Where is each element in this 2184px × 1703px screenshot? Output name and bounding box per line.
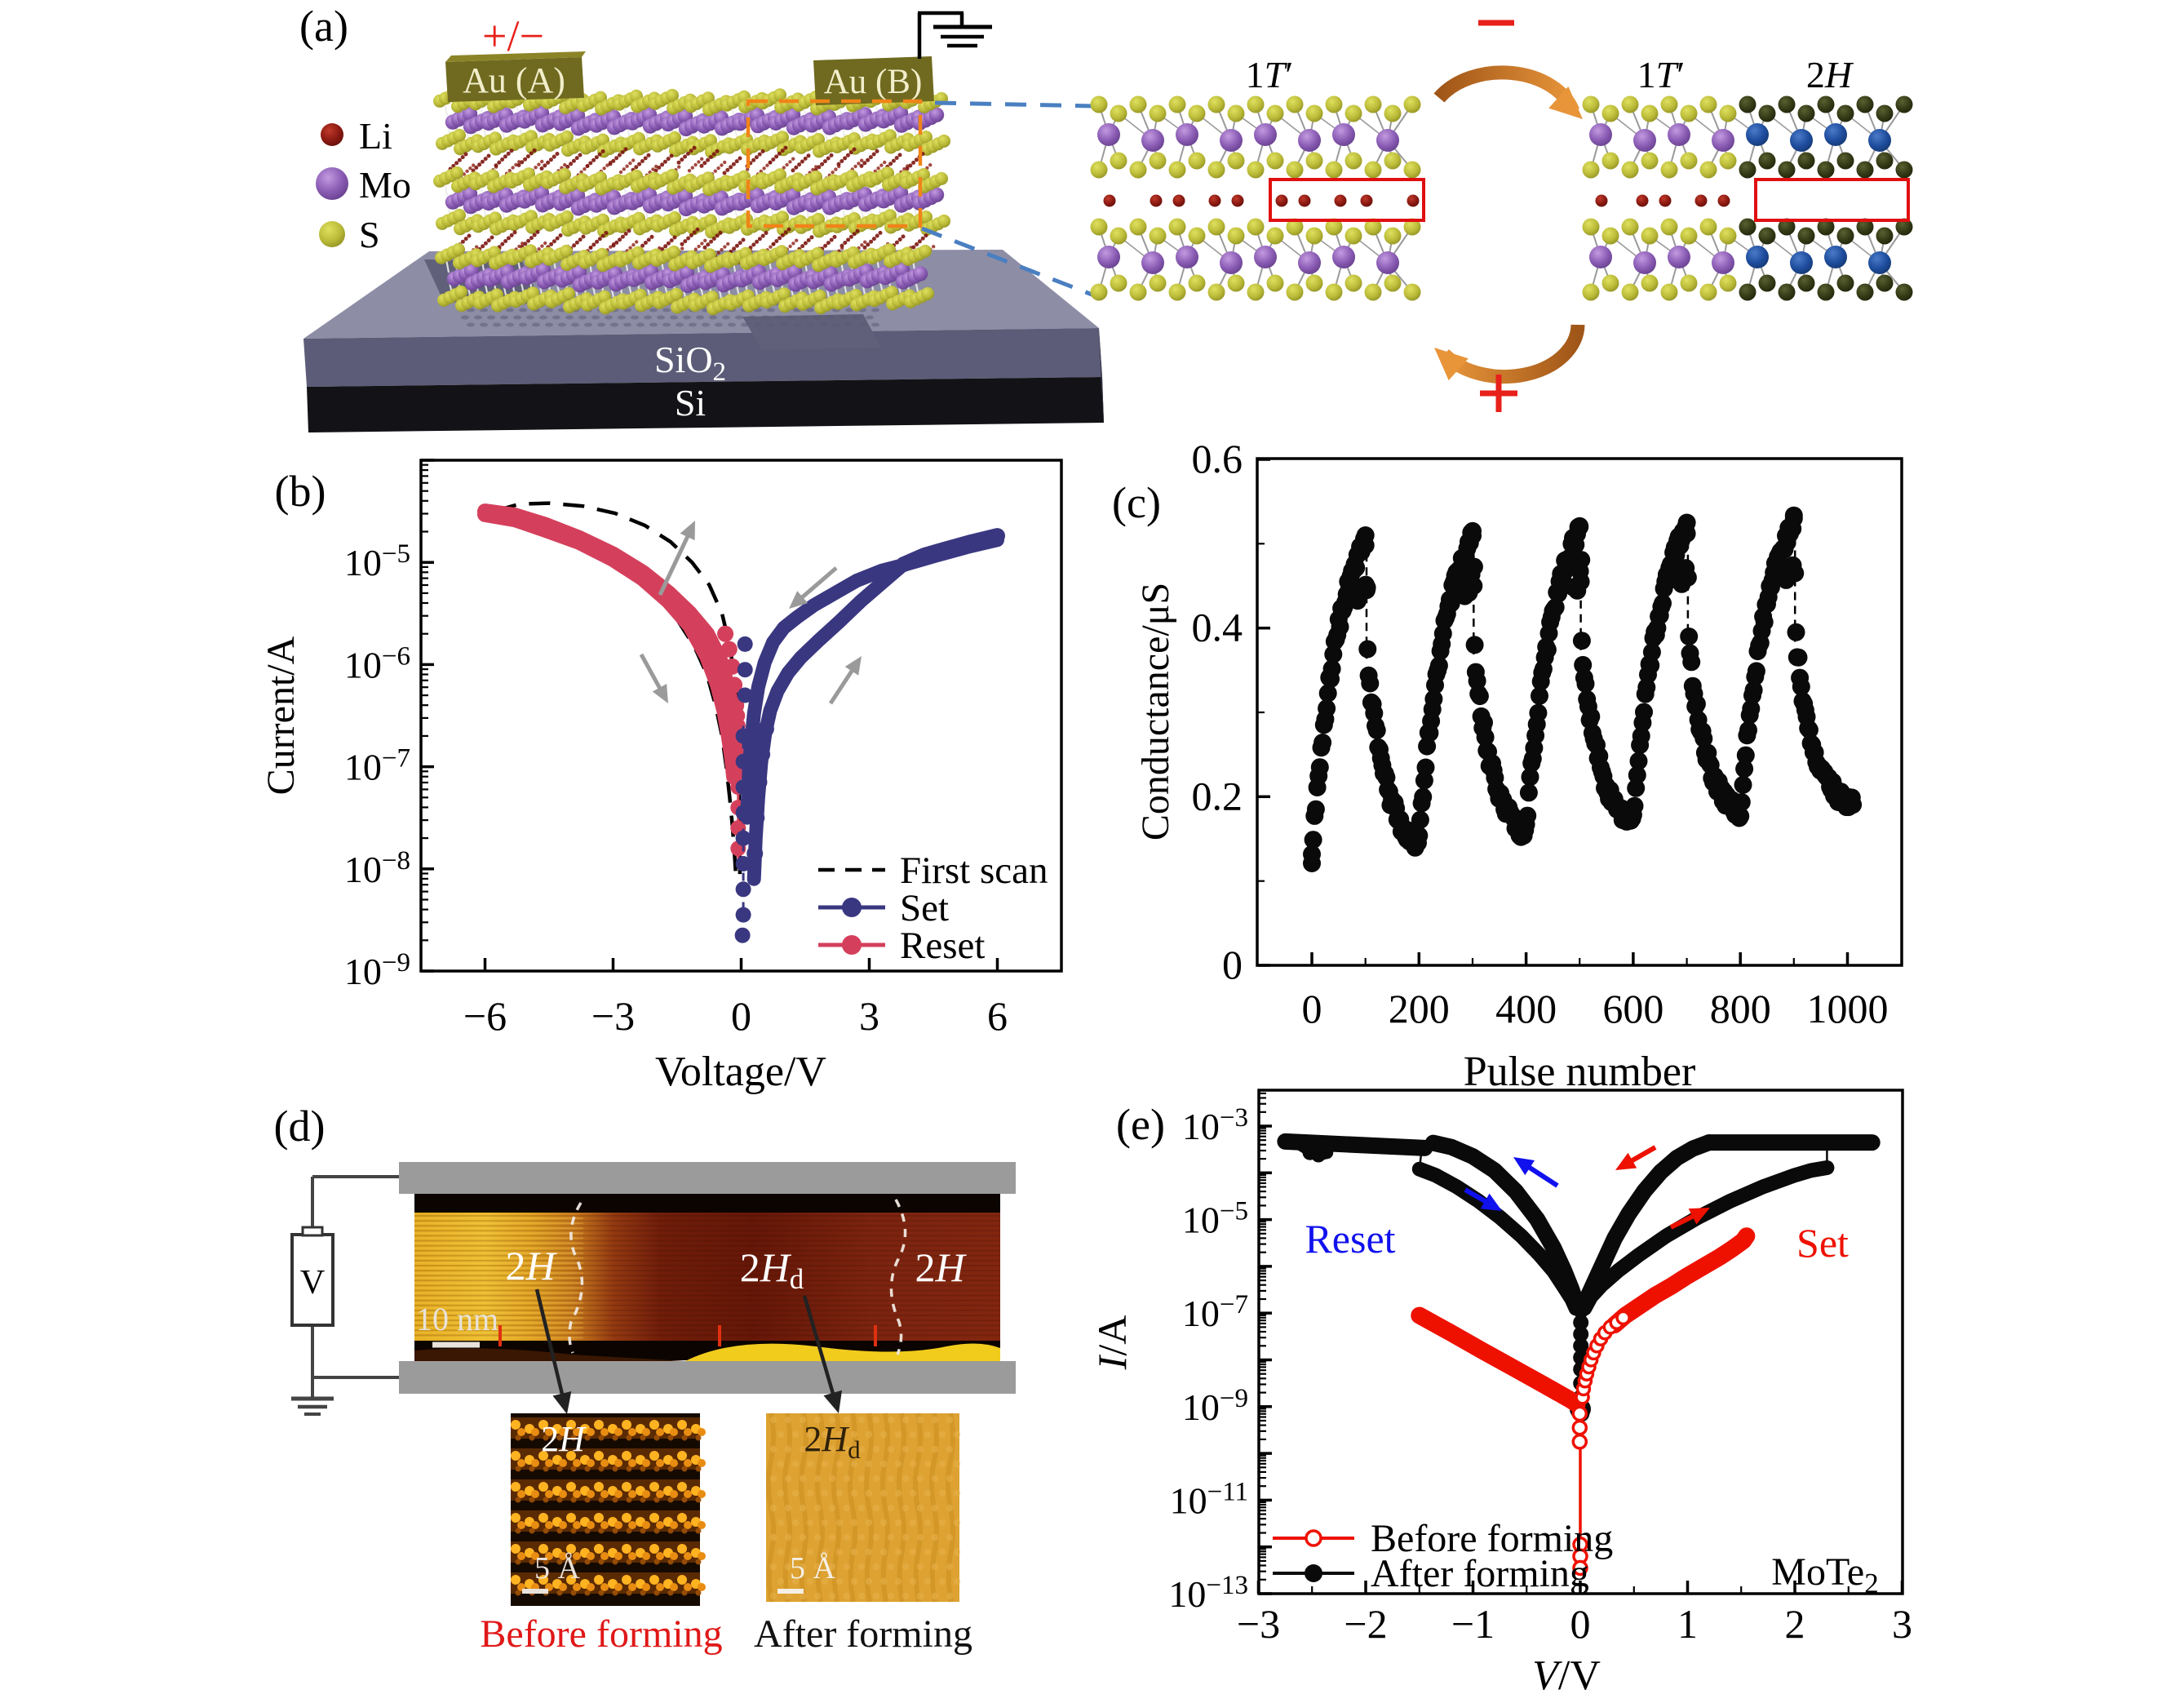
svg-text:−3: −3: [1237, 1601, 1280, 1647]
svg-text:400: 400: [1495, 986, 1557, 1031]
svg-text:Before forming: Before forming: [480, 1612, 722, 1656]
svg-text:10 nm: 10 nm: [416, 1301, 498, 1337]
svg-text:Current/A: Current/A: [259, 636, 303, 795]
svg-text:Set: Set: [1796, 1220, 1849, 1266]
svg-text:Mo: Mo: [359, 164, 411, 206]
svg-text:(d): (d): [274, 1102, 326, 1151]
svg-text:V/V: V/V: [1532, 1652, 1601, 1699]
svg-text:2: 2: [1785, 1601, 1805, 1647]
svg-text:1000: 1000: [1807, 986, 1889, 1031]
svg-text:1T′: 1T′: [1246, 54, 1294, 95]
svg-text:V: V: [300, 1264, 325, 1302]
svg-text:600: 600: [1602, 986, 1663, 1031]
svg-text:2H: 2H: [1806, 54, 1854, 95]
svg-text:200: 200: [1389, 986, 1450, 1031]
svg-text:0: 0: [1302, 986, 1322, 1031]
svg-text:Before forming: Before forming: [1371, 1517, 1613, 1560]
svg-text:First scan: First scan: [900, 849, 1048, 892]
svg-text:0: 0: [731, 993, 751, 1039]
svg-text:Conductance/μS: Conductance/μS: [1134, 583, 1177, 840]
svg-text:(e): (e): [1116, 1100, 1165, 1149]
svg-text:2H: 2H: [915, 1244, 967, 1290]
svg-text:Li: Li: [359, 115, 392, 157]
svg-text:10−3: 10−3: [1182, 1103, 1248, 1147]
svg-text:3: 3: [859, 993, 879, 1039]
svg-text:Reset: Reset: [1305, 1216, 1395, 1262]
svg-text:Reset: Reset: [900, 925, 985, 967]
svg-text:Au (A): Au (A): [463, 60, 565, 100]
svg-text:I/A: I/A: [1089, 1315, 1135, 1371]
svg-text:5 Å: 5 Å: [534, 1551, 581, 1585]
svg-text:3: 3: [1892, 1601, 1912, 1647]
svg-text:(a): (a): [299, 2, 348, 51]
svg-text:−2: −2: [1344, 1601, 1387, 1647]
svg-text:(c): (c): [1112, 478, 1161, 527]
svg-text:+/−: +/−: [482, 11, 544, 60]
svg-text:−3: −3: [591, 993, 635, 1039]
svg-text:−6: −6: [463, 993, 507, 1039]
svg-text:Au (B): Au (B): [824, 63, 923, 101]
svg-text:After forming: After forming: [1371, 1552, 1589, 1595]
svg-text:0: 0: [1222, 942, 1243, 987]
svg-text:0.6: 0.6: [1192, 436, 1243, 481]
svg-text:2H: 2H: [505, 1243, 557, 1288]
svg-text:MoTe2: MoTe2: [1771, 1550, 1878, 1599]
svg-text:−1: −1: [1451, 1601, 1495, 1647]
svg-text:1: 1: [1677, 1601, 1698, 1647]
svg-text:Set: Set: [900, 887, 949, 929]
svg-text:0.2: 0.2: [1192, 773, 1243, 818]
svg-text:2Hd: 2Hd: [740, 1244, 804, 1295]
svg-text:S: S: [359, 214, 380, 255]
svg-text:Pulse number: Pulse number: [1464, 1049, 1696, 1095]
svg-text:10−7: 10−7: [344, 744, 410, 788]
svg-text:(b): (b): [275, 467, 326, 516]
svg-text:2H: 2H: [541, 1419, 587, 1459]
svg-text:5 Å: 5 Å: [790, 1551, 836, 1585]
svg-text:1T′: 1T′: [1637, 54, 1686, 95]
svg-text:6: 6: [987, 993, 1008, 1039]
svg-text:Si: Si: [675, 382, 706, 424]
svg-text:0.4: 0.4: [1192, 605, 1243, 650]
svg-text:800: 800: [1710, 986, 1771, 1031]
svg-text:0: 0: [1570, 1601, 1591, 1647]
svg-text:After forming: After forming: [754, 1612, 972, 1656]
svg-text:Voltage/V: Voltage/V: [655, 1049, 826, 1095]
